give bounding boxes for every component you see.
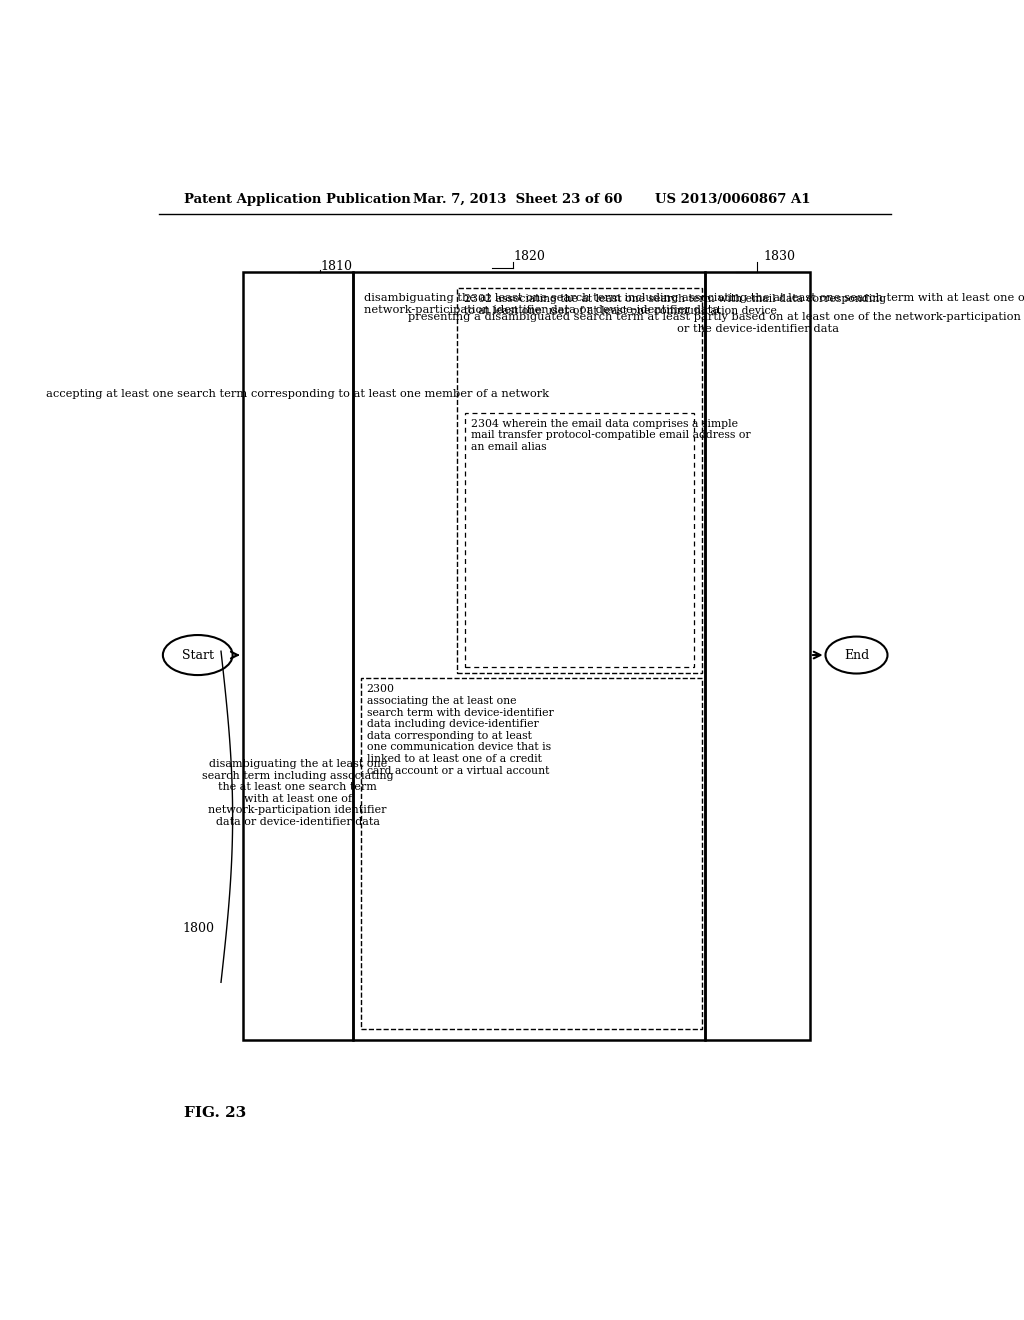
Text: disambiguating the at least one
search term including associating
the at least o: disambiguating the at least one search t… — [202, 759, 393, 828]
Ellipse shape — [163, 635, 232, 675]
Bar — [352, 272, 706, 1040]
Bar — [706, 272, 810, 1040]
Text: End: End — [844, 648, 869, 661]
Text: disambiguating the at least one search term including associating the at least o: disambiguating the at least one search t… — [365, 293, 1024, 314]
Text: 1820: 1820 — [513, 251, 545, 264]
Text: 2300
associating the at least one
search term with device-identifier
data includ: 2300 associating the at least one search… — [367, 684, 553, 776]
Text: FIG. 23: FIG. 23 — [183, 1106, 246, 1121]
Text: 2302 associating the at least one search term with email data corresponding
to a: 2302 associating the at least one search… — [464, 294, 886, 315]
Bar — [360, 678, 701, 1028]
Bar — [465, 413, 693, 667]
Text: Patent Application Publication: Patent Application Publication — [183, 193, 411, 206]
Text: presenting a disambiguated search term at least partly based on at least one of : presenting a disambiguated search term a… — [409, 313, 1024, 334]
Text: US 2013/0060867 A1: US 2013/0060867 A1 — [655, 193, 811, 206]
Bar — [458, 288, 701, 673]
Text: Start: Start — [181, 648, 214, 661]
Text: Mar. 7, 2013  Sheet 23 of 60: Mar. 7, 2013 Sheet 23 of 60 — [414, 193, 623, 206]
Bar — [243, 272, 352, 1040]
Text: 1810: 1810 — [321, 260, 352, 273]
Text: accepting at least one search term corresponding to at least one member of a net: accepting at least one search term corre… — [46, 389, 549, 400]
Ellipse shape — [825, 636, 888, 673]
Text: 2304 wherein the email data comprises a simple
mail transfer protocol-compatible: 2304 wherein the email data comprises a … — [471, 418, 751, 451]
Text: 1830: 1830 — [764, 251, 796, 264]
Text: 1800: 1800 — [182, 921, 214, 935]
